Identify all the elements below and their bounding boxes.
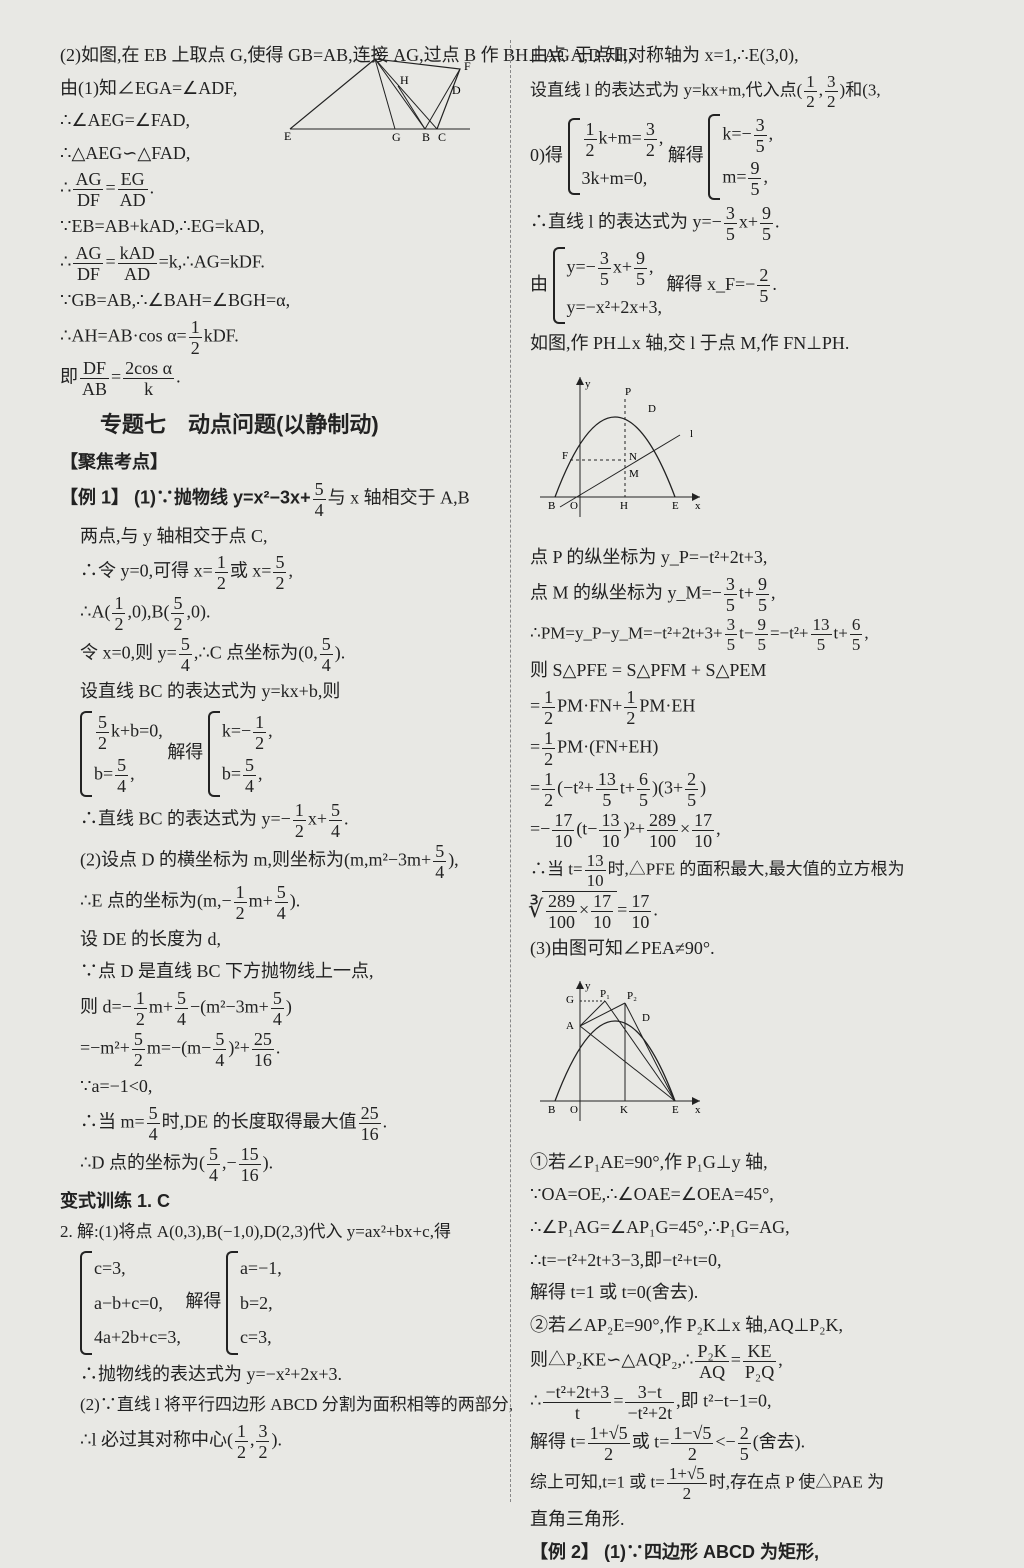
example-1: 【例 1】 (1)∵抛物线 y=x²−3x+54与 x 轴相交于 A,B (60, 480, 480, 519)
svg-text:A: A (566, 1020, 574, 1032)
text-line: ∴当 m=54时,DE 的长度取得最大值2516. (60, 1104, 480, 1143)
equation-system: 0)得 12k+m=32, 3k+m=0, 解得 k=−35, m=95, (530, 112, 940, 202)
text-line: 设直线 BC 的表达式为 y=kx+b,则 (60, 676, 480, 707)
text-line: =−1710(t−1310)²+289100×1710, (530, 811, 940, 850)
svg-text:O: O (570, 500, 578, 512)
right-column: 由点 A,D 知,对称轴为 x=1,∴E(3,0), 设直线 l 的表达式为 y… (500, 40, 940, 1502)
column-divider (510, 40, 511, 1502)
text-line: 设 DE 的长度为 d, (60, 924, 480, 955)
section-title: 专题七 动点问题(以静制动) (60, 406, 480, 443)
text-line: (2)∵直线 l 将平行四边形 ABCD 分割为面积相等的两部分, (60, 1391, 480, 1420)
text-line: 综上可知,t=1 或 t=1+√52时,存在点 P 使△PAE 为 (530, 1465, 940, 1502)
text-line: 解得 t=1+√52或 t=1−√52<−25(舍去). (530, 1424, 940, 1463)
example-2: 【例 2】 (1)∵四边形 ABCD 为矩形, (530, 1537, 940, 1568)
left-column: A F H D E G B C (2)如图,在 EB 上取点 G,使得 GB=A… (60, 40, 500, 1502)
text-line: (2)如图,在 EB 上取点 G,使得 GB=AB,连接 AG,过点 B 作 B… (60, 40, 480, 71)
text-line: (2)设点 D 的横坐标为 m,则坐标为(m,m²−3m+54), (60, 842, 480, 881)
svg-text:O: O (570, 1104, 578, 1116)
text-line: ∵EB=AB+kAD,∴EG=kAD, (60, 211, 480, 242)
text-line: =12(−t²+135t+65)(3+25) (530, 770, 940, 809)
svg-text:D: D (648, 403, 656, 415)
text-line: 则△P₂KE∽△AQP₂,∴P₂KAQ=KEP₂Q, (530, 1342, 940, 1381)
svg-text:H: H (620, 500, 628, 512)
svg-text:x: x (695, 500, 701, 512)
text-line: 解得 t=1 或 t=0(舍去). (530, 1277, 940, 1308)
svg-text:D: D (642, 1012, 650, 1024)
text-line: =−m²+52m=−(m−54)²+2516. (60, 1030, 480, 1069)
svg-text:C: C (438, 130, 446, 144)
text-line: ∵a=−1<0, (60, 1071, 480, 1102)
text-line: ∴当 t=1310时,△PFE 的面积最大,最大值的立方根为 (530, 852, 940, 889)
subheading: 【聚焦考点】 (60, 447, 480, 478)
equation-system: c=3, a−b+c=0, 4a+2b+c=3, 解得 a=−1, b=2, c… (60, 1249, 480, 1357)
text-line: ∴AH=AB·cos α=12kDF. (60, 318, 480, 357)
text-line: 点 M 的纵坐标为 y_M=−35t+95, (530, 575, 940, 614)
text-line: 由点 A,D 知,对称轴为 x=1,∴E(3,0), (530, 40, 940, 71)
text-line: 如图,作 PH⊥x 轴,交 l 于点 M,作 FN⊥PH. (530, 328, 940, 359)
text-line: ∴D 点的坐标为(54,−1516). (60, 1145, 480, 1184)
text-line: ∴直线 l 的表达式为 y=−35x+95. (530, 204, 940, 243)
svg-text:B: B (548, 1104, 555, 1116)
text-line: ∴t=−t²+2t+3−3,即−t²+t=0, (530, 1245, 940, 1276)
text-line: ∵点 D 是直线 BC 下方抛物线上一点, (60, 956, 480, 987)
text-line: ∴E 点的坐标为(m,−12m+54). (60, 883, 480, 922)
svg-text:N: N (629, 451, 637, 463)
text-line: 两点,与 y 轴相交于点 C, (60, 521, 480, 552)
svg-text:F: F (562, 450, 568, 462)
svg-text:M: M (629, 468, 639, 480)
text-line: 289100×1710=1710. (530, 891, 940, 931)
text-line: ∵GB=AB,∴∠BAH=∠BGH=α, (60, 285, 480, 316)
svg-text:P: P (625, 386, 631, 398)
svg-text:y: y (585, 980, 591, 992)
text-line: ∴A(12,0),B(52,0). (60, 594, 480, 633)
svg-text:l: l (690, 428, 693, 440)
svg-text:B: B (548, 500, 555, 512)
figure-parabola-2: y G P₁ P₂ A D B O K E x (530, 971, 710, 1131)
text-line: 则 S△PFE = S△PFM + S△PEM (530, 655, 940, 686)
text-line: 设直线 l 的表达式为 y=kx+m,代入点(12,32)和(3, (530, 73, 940, 110)
svg-text:P₂: P₂ (627, 990, 637, 1002)
text-line: =12PM·(FN+EH) (530, 729, 940, 768)
text-line: ∵OA=OE,∴∠OAE=∠OEA=45°, (530, 1179, 940, 1210)
text-line: ∴PM=y_P−y_M=−t²+2t+3+35t−95=−t²+135t+65, (530, 616, 940, 653)
svg-text:D: D (452, 83, 461, 97)
text-line: 点 P 的纵坐标为 y_P=−t²+2t+3, (530, 542, 940, 573)
equation-system: 52k+b=0, b=54, 解得 k=−12, b=54, (60, 709, 480, 799)
svg-text:y: y (585, 378, 591, 390)
text-line: ∴l 必过其对称中心(12,32). (60, 1422, 480, 1461)
svg-text:G: G (392, 130, 401, 144)
text-line: 则 d=−12m+54−(m²−3m+54) (60, 989, 480, 1028)
text-line: ∴抛物线的表达式为 y=−x²+2x+3. (60, 1359, 480, 1390)
svg-text:B: B (422, 130, 430, 144)
svg-text:G: G (566, 994, 574, 1006)
svg-text:K: K (620, 1104, 628, 1116)
variant-training: 变式训练 1. C (60, 1186, 480, 1217)
svg-text:E: E (284, 129, 291, 143)
text-line: ①若∠P₁AE=90°,作 P₁G⊥y 轴, (530, 1147, 940, 1178)
text-line: ∴AGDF=kADAD=k,∴AG=kDF. (60, 244, 480, 283)
text-line: ∴AGDF=EGAD. (60, 170, 480, 209)
svg-text:x: x (695, 1104, 701, 1116)
figure-parabola-1: y P D F N B M O H E x l (530, 367, 710, 527)
svg-text:E: E (672, 1104, 679, 1116)
text-line: 2. 解:(1)将点 A(0,3),B(−1,0),D(2,3)代入 y=ax²… (60, 1218, 480, 1247)
text-line: ∴直线 BC 的表达式为 y=−12x+54. (60, 801, 480, 840)
text-line: ②若∠AP₂E=90°,作 P₂K⊥x 轴,AQ⊥P₂K, (530, 1310, 940, 1341)
text-line: (3)由图可知∠PEA≠90°. (530, 933, 940, 964)
text-line: ∴−t²+2t+3t=3−t−t²+2t,即 t²−t−1=0, (530, 1383, 940, 1422)
text-line: ∴令 y=0,可得 x=12或 x=52, (60, 553, 480, 592)
text-line: 直角三角形. (530, 1504, 940, 1535)
text-line: ∴∠P₁AG=∠AP₁G=45°,∴P₁G=AG, (530, 1212, 940, 1243)
text-line: 即DFAB=2cos αk. (60, 359, 480, 398)
text-line: =12PM·FN+12PM·EH (530, 688, 940, 727)
text-line: 令 x=0,则 y=54,∴C 点坐标为(0,54). (60, 635, 480, 674)
svg-text:E: E (672, 500, 679, 512)
equation-system: 由 y=−35x+95, y=−x²+2x+3, 解得 x_F=−25. (530, 245, 940, 327)
svg-text:P₁: P₁ (600, 988, 610, 1000)
svg-text:H: H (400, 73, 409, 87)
